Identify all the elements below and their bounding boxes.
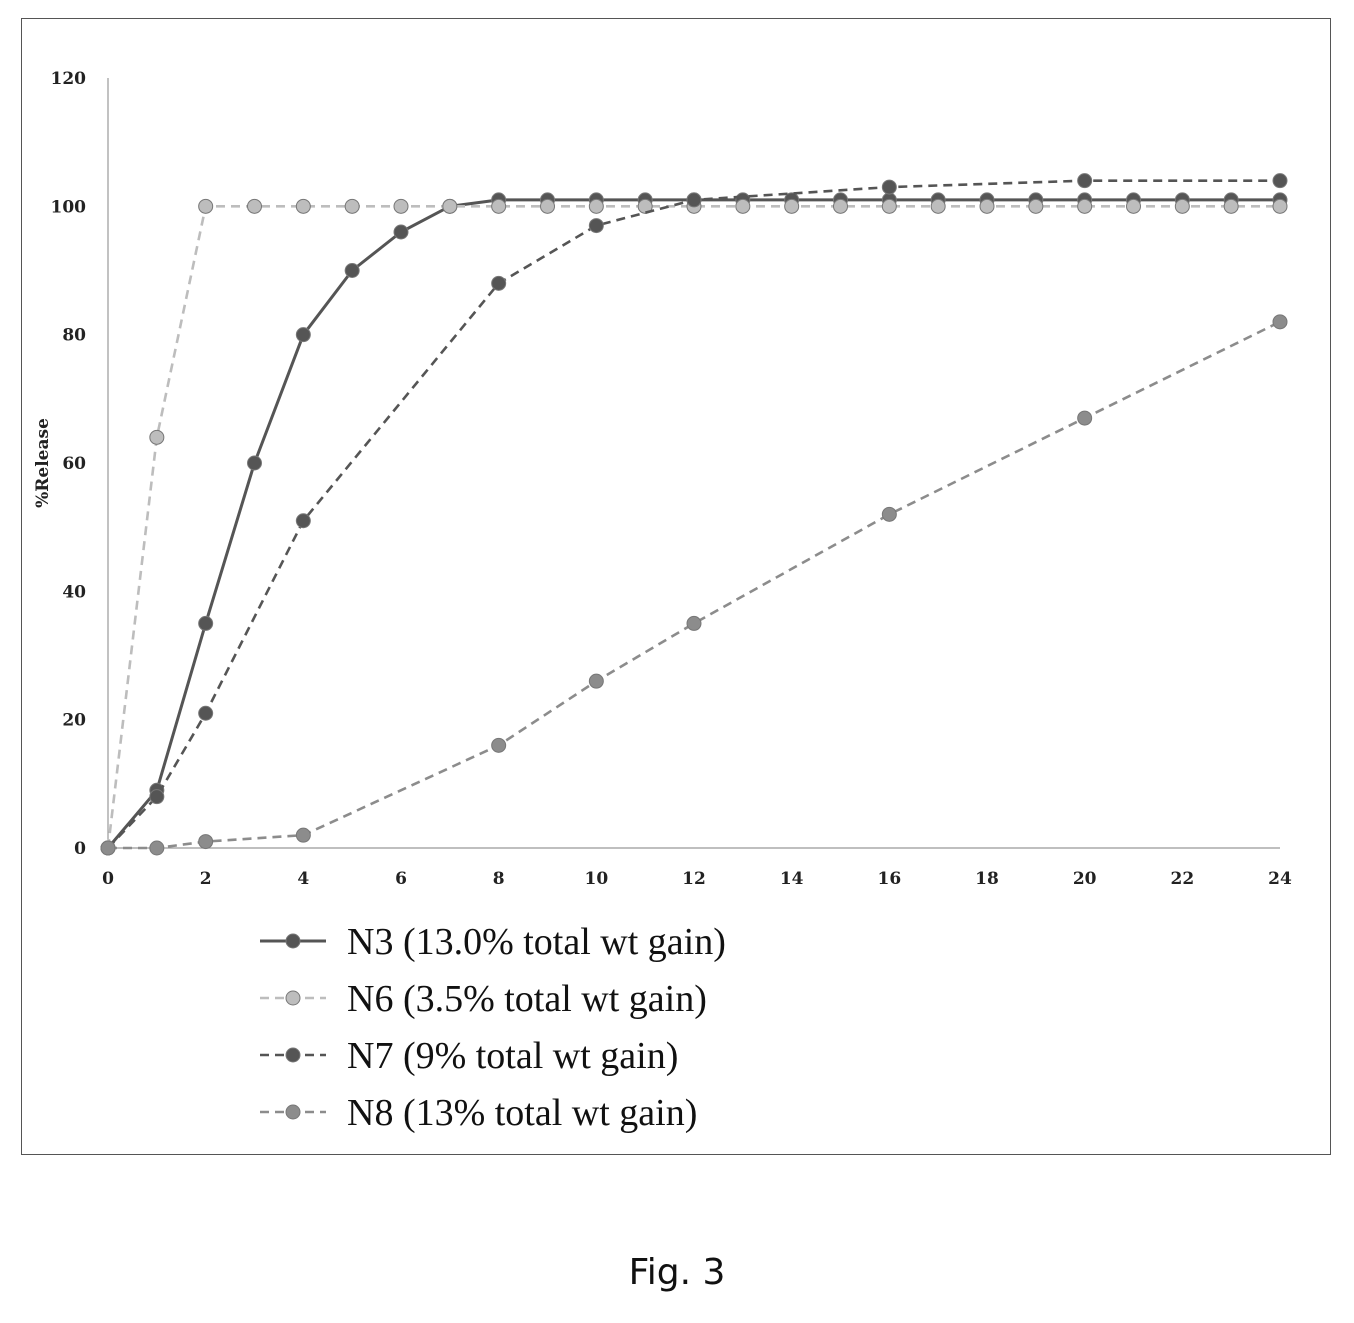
x-tick-label: 4 [297,869,309,889]
x-tick-label: 8 [493,869,505,889]
series-1 [100,192,1288,856]
data-point [784,198,800,214]
data-point [295,827,311,843]
data-point [1077,173,1093,189]
x-tick-label: 2 [200,869,212,889]
data-point [295,327,311,343]
series-layer [100,173,1288,856]
y-tick-label: 80 [62,326,86,346]
data-point [198,198,214,214]
data-point [247,455,262,471]
data-point [686,615,702,631]
x-tick-label: 24 [1268,869,1292,889]
legend-item: N6 (3.5% total wt gain) [260,978,707,1020]
series-line [108,320,1281,850]
data-point [540,198,555,214]
data-point [491,275,507,291]
legend-swatch-marker [285,1047,301,1063]
data-point [881,506,897,522]
data-point [588,198,604,214]
legend-item: N7 (9% total wt gain) [260,1035,678,1077]
y-tick-label: 20 [62,711,86,731]
legend-swatch-marker [285,933,301,949]
y-tick-label: 100 [51,197,87,217]
x-tick-label: 14 [780,869,804,889]
data-point [1223,198,1239,214]
legend-label: N3 (13.0% total wt gain) [347,921,726,963]
data-point [1272,198,1288,214]
x-tick-label: 20 [1073,869,1097,889]
legend-label: N6 (3.5% total wt gain) [347,978,707,1020]
data-point [149,840,165,856]
data-point [1272,314,1288,330]
data-point [198,615,214,631]
y-tick-label: 0 [74,839,86,859]
data-point [344,198,360,214]
data-point [930,198,946,214]
data-point [149,429,165,445]
figure-caption: Fig. 3 [628,1252,726,1293]
legend-item: N8 (13% total wt gain) [260,1092,697,1134]
legend-label: N7 (9% total wt gain) [347,1035,678,1077]
data-point [198,834,214,850]
data-point [393,198,409,214]
data-point [295,513,311,529]
data-point [881,179,897,195]
legend: N3 (13.0% total wt gain) N6 (3.5% total w… [260,921,726,1134]
data-point [1077,198,1093,214]
data-point [735,198,751,214]
data-point [1174,198,1190,214]
data-point [1077,410,1093,426]
legend-label: N8 (13% total wt gain) [347,1092,697,1134]
data-point [686,192,702,208]
data-point [100,840,116,856]
data-point [344,263,360,278]
data-point [247,198,262,214]
y-tick-label: 120 [51,69,87,89]
x-tick-label: 18 [975,869,999,889]
data-point [393,224,409,240]
x-tick-label: 22 [1170,869,1194,889]
series-3 [100,173,1288,856]
data-point [295,198,311,214]
series-line [106,198,1280,849]
series-line [106,205,1280,849]
x-tick-label: 6 [395,869,407,889]
x-tick-label: 12 [682,869,706,889]
data-point [588,673,604,689]
data-point [1028,198,1044,214]
data-point [588,218,604,234]
x-tick-label: 16 [877,869,901,889]
data-point [149,789,165,805]
data-point [833,198,848,214]
legend-item: N3 (13.0% total wt gain) [260,921,726,963]
x-tick-label: 0 [102,869,114,889]
data-point [442,198,458,214]
figure-frame: 0 20 40 60 80 100 120 0 2 4 6 8 10 12 14 16 18 20 22 24 %Rel… [21,18,1331,1155]
series-line [107,179,1280,849]
x-tick-label: 10 [584,869,608,889]
series-2 [100,198,1288,856]
legend-swatch-marker [285,1104,301,1120]
series-4 [100,314,1288,856]
data-point [491,737,507,753]
data-point [979,198,995,214]
y-tick-label: 40 [62,582,86,602]
legend-swatch-marker [285,990,301,1006]
data-point [491,198,507,214]
data-point [198,705,214,721]
y-axis-label: %Release [33,418,53,508]
y-tick-label: 60 [62,454,86,474]
data-point [637,198,653,214]
data-point [1272,173,1288,189]
data-point [1126,198,1141,214]
data-point [881,198,897,214]
